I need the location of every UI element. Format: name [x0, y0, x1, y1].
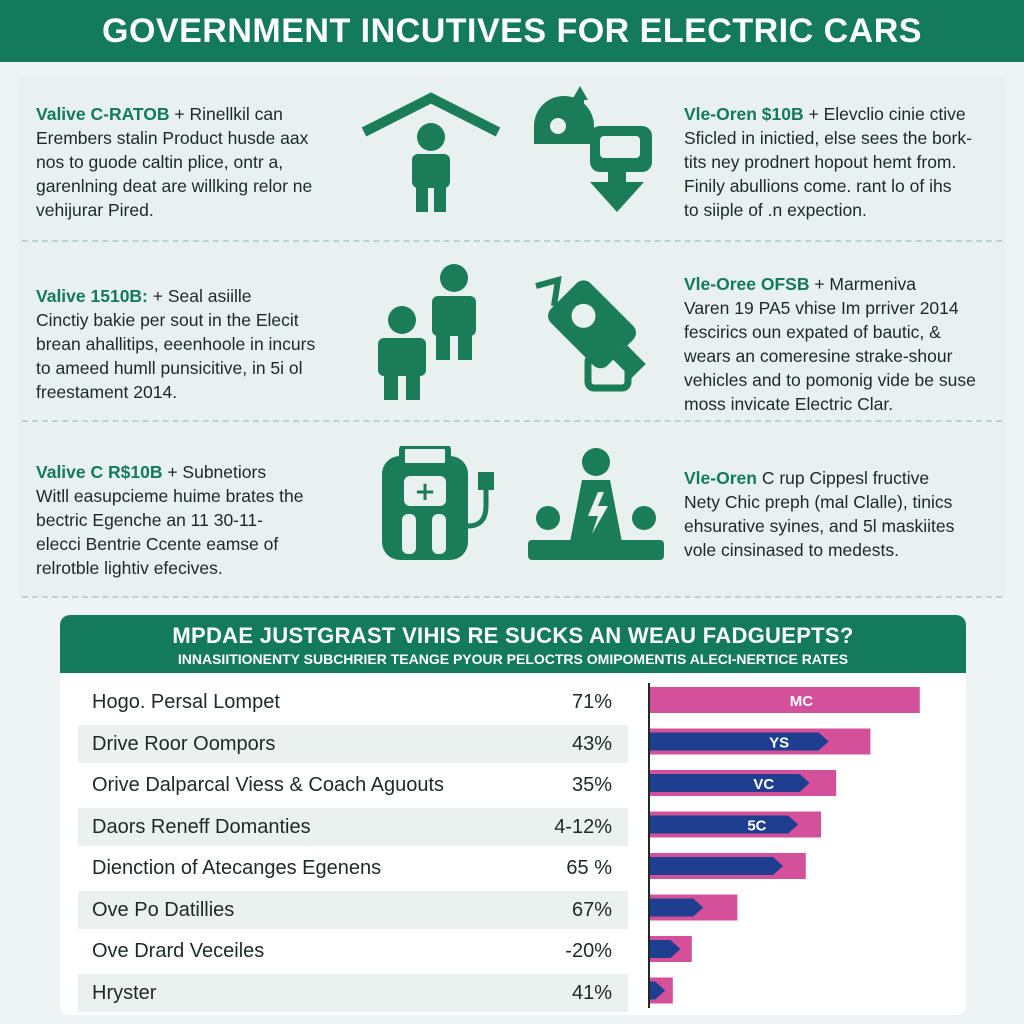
incentive-line: relrotble lightiv efecives.	[36, 558, 223, 578]
charger-arrow-icon	[534, 86, 652, 212]
bar-label: VC	[753, 776, 774, 793]
bar	[650, 857, 783, 875]
bar	[650, 940, 681, 958]
house-person-icon	[361, 92, 501, 212]
incentive-line: to ameed humll punsicitive, in 5i ol	[36, 358, 303, 378]
row-label: Orive Dalparcal Viess & Coach Aguouts	[92, 774, 445, 796]
incentive-subtitle: C rup Cippesl fructive	[756, 468, 930, 488]
incentive-block: Vle-Oren $10B + Elevclio cinie ctive Sfi…	[684, 102, 1004, 222]
incentive-subtitle: + Seal asiille	[147, 286, 252, 306]
incentive-block: Vle-Oree OFSB + Marmeniva Varen 19 PA5 v…	[684, 272, 1004, 416]
incentive-subtitle: + Elevclio cinie ctive	[803, 104, 966, 124]
incentive-block: Valive C-RATOB + Rinellkil can Erembers …	[36, 102, 366, 222]
divider	[22, 420, 1002, 422]
incentive-line: tits ney prodnert hopout hemt from.	[684, 152, 957, 172]
bar	[650, 687, 920, 713]
incentive-line: to siiple of .n expection.	[684, 200, 867, 220]
table-row: Drive Roor Oompors 43%	[78, 724, 628, 763]
incentive-line: Cinctiy bakie per sout in the Elecit	[36, 310, 299, 330]
incentive-block: Valive 1510B: + Seal asiille Cinctiy bak…	[36, 284, 366, 404]
incentive-line: brean ahallitips, eeenhoole in incurs	[36, 334, 316, 354]
row-percent: 71%	[571, 691, 612, 713]
row-label: Daors Reneff Domanties	[92, 815, 311, 838]
award-person-icon	[528, 448, 664, 560]
divider	[22, 240, 1002, 242]
row-label: Ove Drard Veceiles	[92, 940, 265, 962]
bar	[650, 774, 810, 792]
row-percent: 67%	[571, 898, 612, 921]
incentive-line: wears an comeresine strake-shour	[684, 346, 953, 366]
incentive-subtitle: + Subnetiors	[162, 462, 267, 482]
incentive-subtitle: + Rinellkil can	[169, 104, 283, 124]
table-row: Daors Reneff Domanties 4-12%	[78, 807, 628, 846]
incentive-line: Finily abullions come. rant lo of ihs	[684, 176, 952, 196]
row-label: Hogo. Persal Lompet	[92, 691, 280, 713]
incentive-block: Valive C R$10B + Subnetiors Witll easupc…	[36, 460, 366, 580]
row-percent: 4-12%	[554, 815, 612, 838]
incentive-line: ehsurative syines, and 5l maskiites	[684, 516, 955, 536]
battery-icon: +	[382, 446, 494, 560]
incentive-line: garenlning deat are willking relor ne	[36, 176, 313, 196]
incentive-line: elecci Bentrie Ccente eamse of	[36, 534, 279, 554]
incentive-title: Valive 1510B:	[36, 286, 148, 306]
page-title: GOVERNMENT INCUTIVES FOR ELECTRIC CARS	[102, 11, 922, 50]
rates-heading: MPDAE JUSTGRAST VIHIS RE SUCKS AN WEAU F…	[172, 623, 854, 648]
bar	[650, 981, 666, 1000]
incentives-panel	[18, 78, 1006, 598]
table-row: Dienction of Atecanges Egenens 65 %	[78, 849, 628, 887]
incentive-subtitle: + Marmeniva	[809, 274, 916, 294]
divider	[22, 596, 1002, 598]
bar	[650, 815, 799, 834]
row-percent: 35%	[571, 774, 612, 796]
plug-icon	[535, 275, 646, 392]
incentive-title: Valive C-RATOB	[36, 104, 170, 124]
title-bar: GOVERNMENT INCUTIVES FOR ELECTRIC CARS	[0, 0, 1024, 62]
rates-header: MPDAE JUSTGRAST VIHIS RE SUCKS AN WEAU F…	[60, 615, 966, 673]
incentive-line: vehicles and to pomonig vide be suse	[684, 370, 976, 390]
bar	[650, 732, 829, 751]
chart-axis	[648, 683, 650, 1008]
incentive-block: Vle-Oren C rup Cippesl fructive Nety Chi…	[684, 466, 1004, 562]
bar	[650, 898, 704, 917]
bar-label: YS	[769, 735, 789, 752]
row-label: Ove Po Datillies	[92, 898, 235, 921]
bar-label: 5C	[747, 818, 766, 835]
incentive-line: Erembers stalin Product husde aax	[36, 128, 309, 148]
table-row: Hryster 41%	[78, 973, 628, 1012]
row-percent: 41%	[571, 981, 612, 1004]
table-row: Ove Drard Veceiles -20%	[78, 932, 628, 970]
incentive-line: Varen 19 PA5 vhise Im prriver 2014	[684, 298, 959, 318]
table-row: Hogo. Persal Lompet 71%	[78, 683, 628, 721]
incentive-line: moss invicate Electric Clar.	[684, 394, 894, 414]
people-icon	[378, 264, 476, 400]
incentive-line: Witll easupcieme huime brates the	[36, 486, 304, 506]
row-label: Dienction of Atecanges Egenens	[92, 857, 382, 879]
incentive-line: bectric Egenche an 11 30-11-	[36, 510, 263, 530]
row-percent: 65 %	[566, 857, 612, 879]
rates-subheading: INNASIITIONENTY SUBCHRIER TEANGE PYOUR P…	[177, 651, 849, 667]
row-label: Hryster	[92, 981, 157, 1004]
incentive-line: Sficled in inictied, else sees the bork-	[684, 128, 972, 148]
incentive-line: fescirics oun expated of bautic, &	[684, 322, 941, 342]
incentive-line: nos to guode caltin plice, ontr a,	[36, 152, 284, 172]
incentive-title: Valive C R$10B	[36, 462, 163, 482]
incentive-title: Vle-Oren	[684, 468, 757, 488]
svg-text:+: +	[414, 477, 436, 507]
incentive-line: Nety Chic preph (mal Clalle), tinics	[684, 492, 953, 512]
incentive-title: Vle-Oren $10B	[684, 104, 804, 124]
row-label: Drive Roor Oompors	[92, 732, 276, 755]
incentive-line: vehijurar Pired.	[36, 200, 154, 220]
row-percent: -20%	[565, 940, 612, 962]
table-row: Ove Po Datillies 67%	[78, 890, 628, 929]
incentive-title: Vle-Oree OFSB	[684, 274, 810, 294]
incentive-line: vole cinsinased to medests.	[684, 540, 899, 560]
row-percent: 43%	[571, 732, 612, 755]
bar-label: MC	[790, 693, 813, 710]
table-row: Orive Dalparcal Viess & Coach Aguouts 35%	[78, 766, 628, 804]
incentive-line: freestament 2014.	[36, 382, 178, 402]
